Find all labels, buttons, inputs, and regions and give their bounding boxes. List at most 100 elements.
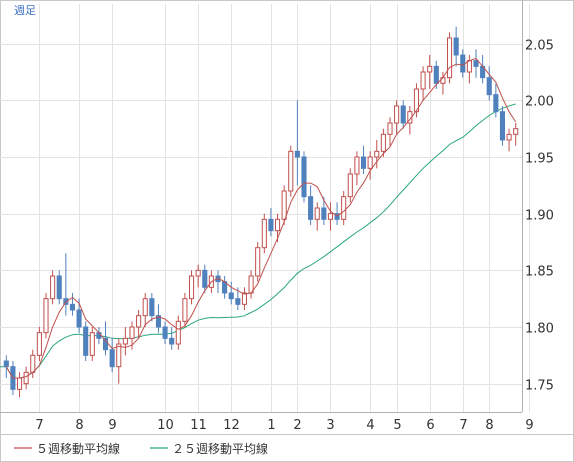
- candle-down: [493, 94, 499, 113]
- candle-down: [169, 337, 175, 345]
- candle-up: [513, 128, 519, 135]
- candle-down: [473, 60, 479, 67]
- candle-down: [102, 337, 109, 351]
- candle-up: [255, 247, 261, 277]
- candle-down: [96, 332, 102, 339]
- candle-down: [162, 326, 168, 339]
- candle-up: [36, 332, 42, 356]
- candle-up: [281, 190, 287, 220]
- y-tick-label: 1.95: [525, 152, 554, 167]
- candle-down: [56, 275, 62, 300]
- candle-down: [433, 65, 439, 84]
- y-tick-label: 1.75: [525, 379, 554, 394]
- x-tick-label: 1: [267, 418, 275, 433]
- x-tick-label: 8: [485, 418, 493, 433]
- candle-down: [83, 326, 89, 356]
- candle-up: [16, 377, 23, 390]
- candle-series: [3, 26, 519, 398]
- x-tick-label: 11: [190, 418, 207, 433]
- candle-down: [76, 309, 82, 328]
- y-tick-label: 1.80: [525, 322, 554, 337]
- candle-up: [50, 275, 56, 300]
- y-tick-label: 2.00: [525, 95, 554, 110]
- candle-up: [23, 371, 29, 385]
- candle-up: [374, 150, 380, 158]
- y-tick-label: 2.05: [525, 39, 554, 54]
- y-tick-label: 1.85: [525, 265, 554, 280]
- x-tick-label: 7: [35, 418, 43, 433]
- candle-down: [149, 298, 155, 317]
- candle-up: [341, 196, 347, 220]
- candle-up: [261, 218, 267, 249]
- x-tick-label: 2: [293, 418, 301, 433]
- candle-down: [202, 269, 208, 288]
- candle-up: [142, 298, 148, 317]
- candle-up: [466, 60, 472, 73]
- candle-up: [241, 292, 248, 305]
- candle-up: [347, 173, 353, 198]
- candle-up: [427, 65, 433, 73]
- x-tick-label: 7: [459, 418, 467, 433]
- candle-down: [400, 105, 406, 124]
- candle-down: [486, 77, 492, 96]
- legend: ５週移動平均線 ２５週移動平均線: [14, 441, 268, 456]
- candle-up: [288, 150, 294, 192]
- candle-down: [109, 349, 115, 368]
- candle-up: [43, 298, 49, 334]
- candle-down: [334, 213, 340, 220]
- legend-ma25-label: ２５週移動平均線: [172, 441, 268, 456]
- candle-up: [89, 332, 95, 356]
- candle-down: [301, 156, 307, 198]
- x-tick-label: 9: [525, 418, 533, 433]
- candle-down: [321, 207, 327, 220]
- x-tick-label: 8: [75, 418, 83, 433]
- candle-up: [195, 269, 201, 277]
- legend-ma5-label: ５週移動平均線: [36, 441, 120, 456]
- candle-down: [360, 156, 367, 169]
- candle-up: [122, 337, 128, 345]
- candle-down: [499, 111, 506, 141]
- ma5-line: [5, 57, 517, 379]
- candle-down: [308, 196, 314, 220]
- candle-up: [387, 122, 393, 135]
- x-tick-label: 4: [366, 418, 374, 433]
- x-tick-label: 6: [426, 418, 434, 433]
- x-tick-label: 9: [108, 418, 116, 433]
- candle-up: [506, 133, 512, 141]
- candle-down: [69, 303, 76, 311]
- axis-layer: 2.052.001.951.901.851.801.757 8 9 10 11 12 1 2 3…: [0, 0, 574, 435]
- chart-title: 週足: [14, 4, 36, 17]
- candle-up: [354, 156, 360, 175]
- candle-up: [420, 71, 426, 90]
- candle-down: [235, 298, 241, 305]
- x-tick-label: 3: [326, 418, 334, 433]
- candle-down: [294, 150, 300, 158]
- candle-up: [413, 88, 420, 113]
- candle-up: [380, 133, 386, 152]
- candle-down: [155, 315, 162, 328]
- candle-up: [182, 298, 188, 322]
- candle-down: [3, 360, 9, 368]
- candle-up: [30, 354, 36, 373]
- candle-up: [394, 105, 400, 124]
- candle-down: [460, 54, 466, 73]
- candle-up: [446, 37, 453, 79]
- candle-up: [175, 320, 181, 345]
- candle-up: [116, 343, 122, 368]
- ma5-series: [5, 57, 517, 379]
- candle-up: [327, 213, 334, 220]
- x-tick-label: 10: [157, 418, 174, 433]
- candle-up: [314, 207, 320, 220]
- candle-down: [268, 218, 274, 232]
- candle-up: [367, 156, 373, 169]
- candle-down: [453, 37, 459, 56]
- candle-up: [136, 315, 142, 328]
- candle-up: [129, 326, 135, 339]
- x-tick-label: 12: [223, 418, 240, 433]
- y-tick-label: 1.90: [525, 209, 554, 224]
- candle-up: [274, 218, 281, 232]
- candle-down: [228, 292, 234, 300]
